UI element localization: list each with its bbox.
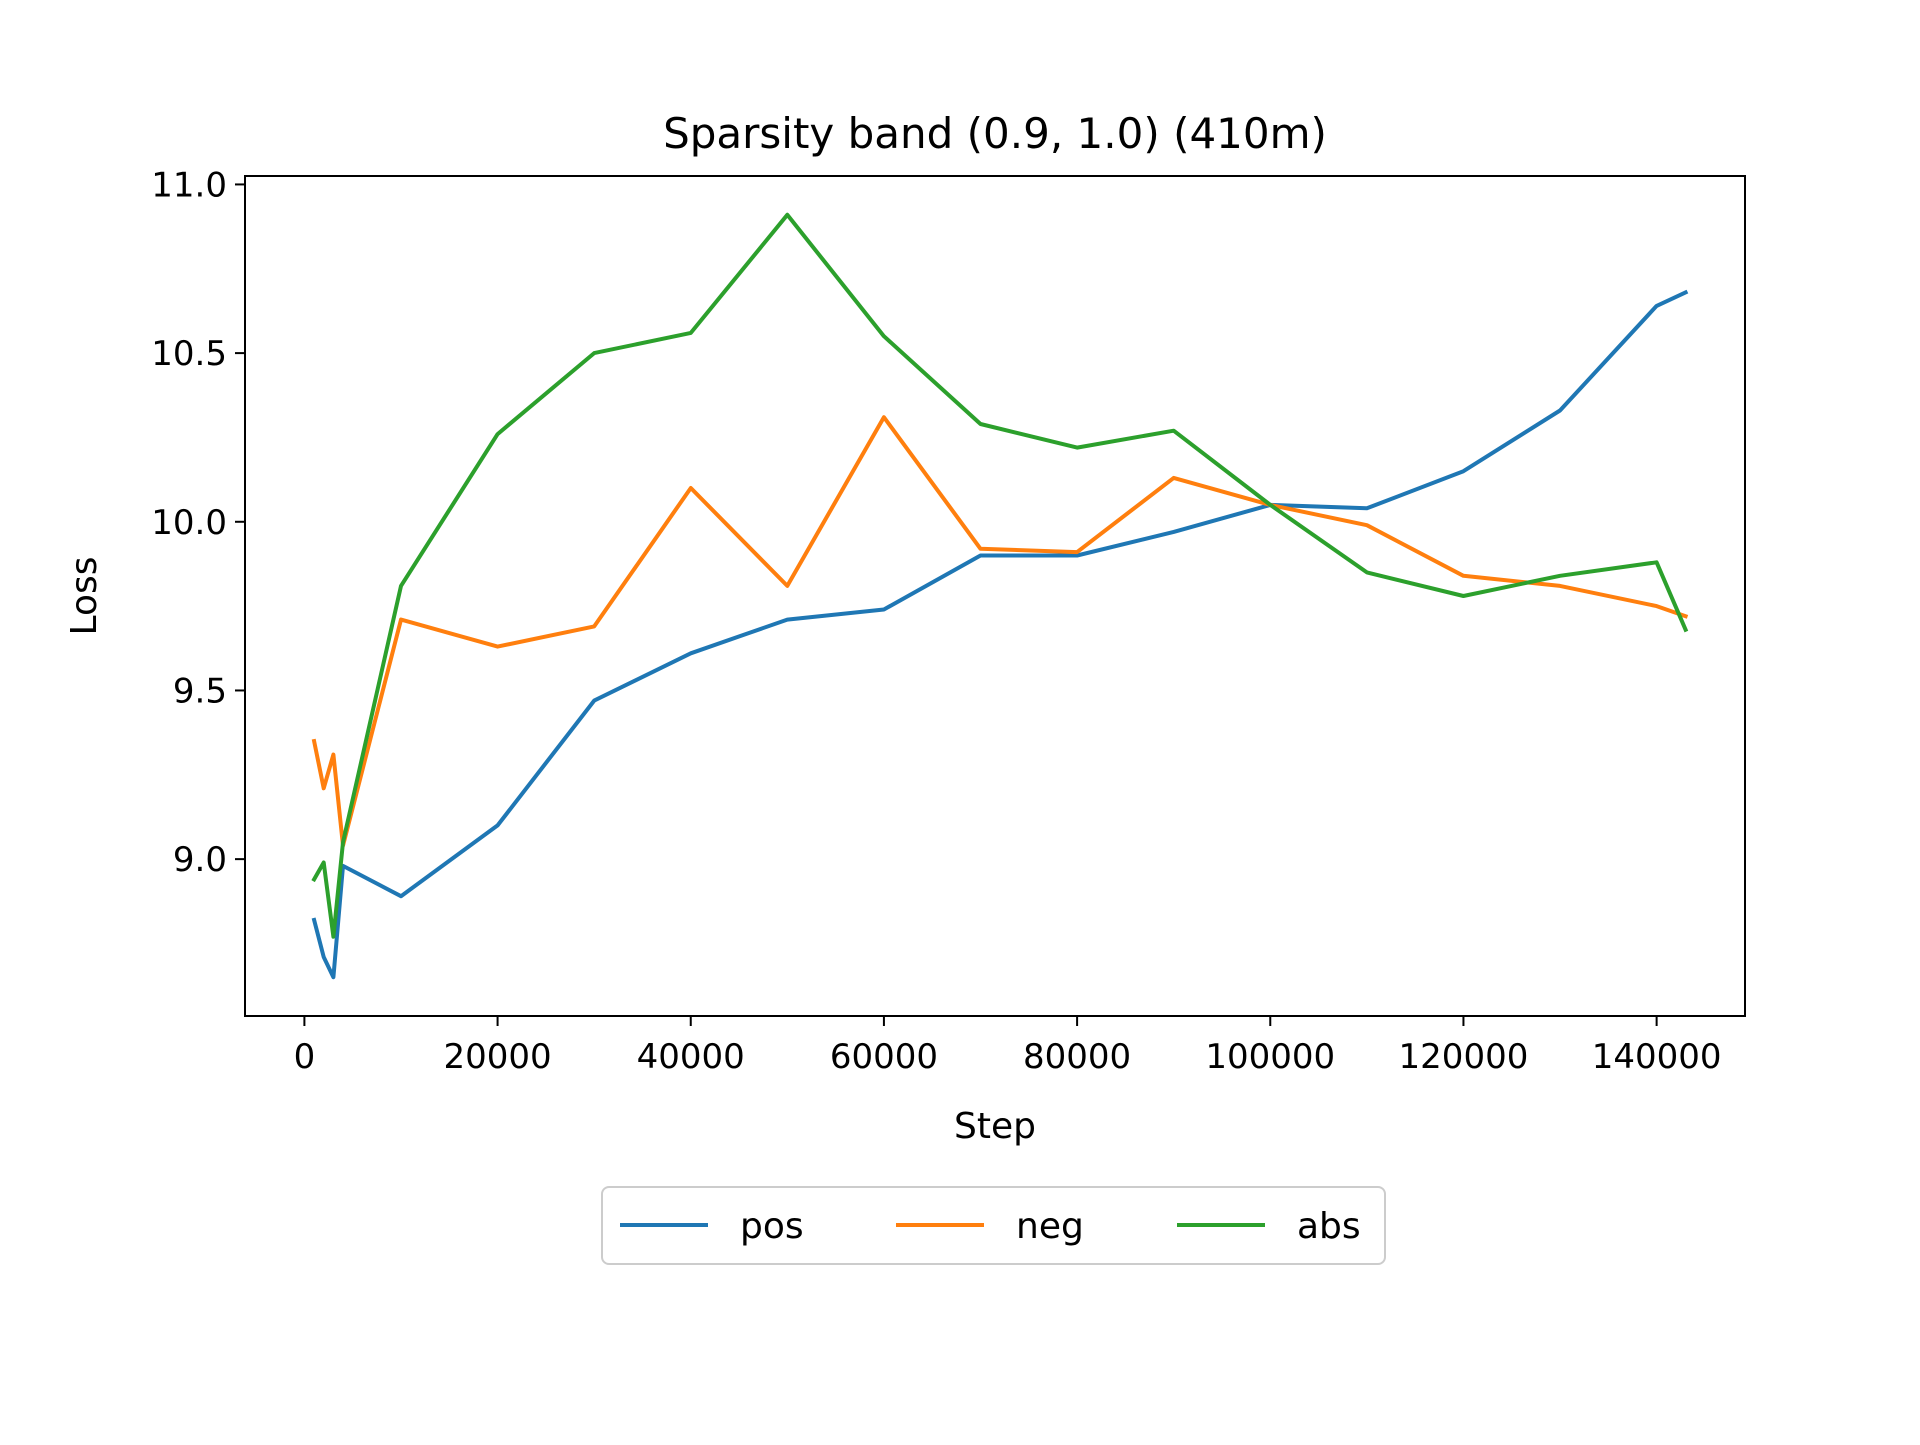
legend: pos neg abs — [601, 1186, 1386, 1265]
x-tick-label: 60000 — [830, 1037, 938, 1077]
y-tick-label: 11.0 — [151, 165, 227, 205]
x-tick-label: 0 — [294, 1037, 316, 1077]
y-axis-label: Loss — [64, 557, 105, 636]
plot-frame — [244, 175, 1746, 1017]
y-tick-label: 10.5 — [151, 334, 227, 374]
y-tick-label: 9.0 — [173, 840, 227, 880]
y-axis: 9.0 9.5 10.0 10.5 11.0 — [151, 165, 245, 880]
x-tick-label: 140000 — [1592, 1037, 1722, 1077]
x-tick-label: 80000 — [1023, 1037, 1131, 1077]
x-tick-label: 120000 — [1399, 1037, 1529, 1077]
x-tick-label: 20000 — [443, 1037, 551, 1077]
y-tick-label: 9.5 — [173, 671, 227, 711]
series-line-abs — [311, 212, 1689, 939]
x-axis: 0 20000 40000 60000 80000 100000 120000 140000 — [294, 1016, 1722, 1077]
x-axis-label: Step — [954, 1106, 1036, 1147]
x-tick-label: 100000 — [1205, 1037, 1335, 1077]
legend-box — [601, 1186, 1386, 1265]
legend-label-neg: neg — [1016, 1206, 1084, 1247]
legend-label-pos: pos — [740, 1206, 804, 1247]
plot-area — [311, 212, 1689, 980]
y-tick-label: 10.0 — [151, 503, 227, 543]
series-line-pos — [311, 289, 1689, 980]
chart-title: Sparsity band (0.9, 1.0) (410m) — [663, 109, 1327, 158]
legend-label-abs: abs — [1297, 1206, 1361, 1247]
x-tick-label: 40000 — [637, 1037, 745, 1077]
